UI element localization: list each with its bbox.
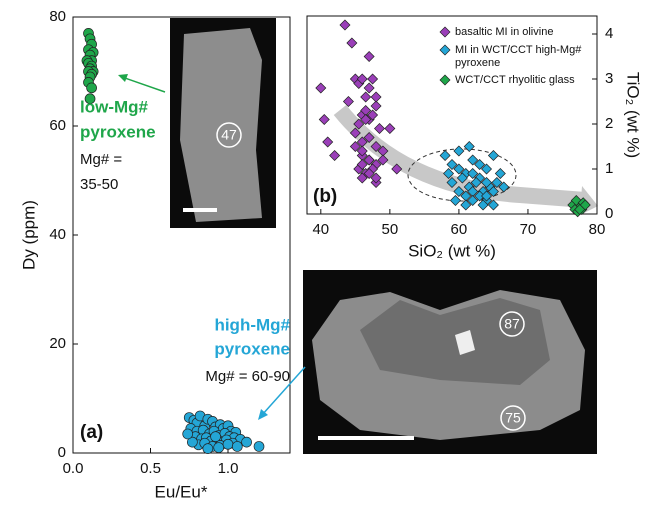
x-tick-label: 40 [312,221,329,238]
spot-label: 47 [221,127,237,143]
y-tick-label: 1 [605,160,613,177]
point [87,83,97,93]
annotation: 35-50 [80,176,118,193]
legend-entry: WCT/CCT rhyolitic glass [455,74,583,104]
y-axis-label: TiO₂ (wt %) [624,72,643,158]
x-axis-label: SiO₂ (wt %) [408,241,496,260]
x-tick-label: 1.0 [218,460,239,477]
y-tick-label: 60 [49,117,66,134]
crystal-shape [180,28,262,222]
point [242,437,252,447]
y-tick-label: 20 [49,335,66,352]
annotation: pyroxene [214,339,290,358]
x-tick-label: 0.5 [140,460,161,477]
scale-bar [318,436,414,440]
y-tick-label: 3 [605,70,613,87]
spot-label: 87 [504,316,520,332]
point [211,432,221,442]
point [203,444,213,454]
y-tick-label: 40 [49,226,66,243]
legend-label: WCT/CCT rhyolitic glass [455,74,583,87]
legend-label: MI in WCT/CCT high-Mg# pyroxene [455,44,583,70]
x-axis-label: Eu/Eu* [155,482,208,501]
y-tick-label: 2 [605,115,613,132]
x-tick-label: 0.0 [63,460,84,477]
x-tick-label: 50 [382,221,399,238]
legend-label: basaltic MI in olivine [455,26,583,39]
arrow-head [118,74,128,82]
point [232,441,242,451]
y-tick-label: 4 [605,25,613,42]
y-tick-label: 80 [49,8,66,25]
x-tick-label: 70 [520,221,537,238]
y-tick-label: 0 [605,205,613,222]
annotation: high-Mg# [214,315,290,334]
annotation: (b) [313,186,337,207]
scale-bar [183,208,217,212]
arrow [122,77,165,92]
spot-label: 75 [505,410,521,426]
legend-entry: MI in WCT/CCT high-Mg# pyroxene [455,44,583,74]
annotation: Mg# = 60-90 [205,368,290,385]
panel-b: 40 50 60 70 800 1 2 3 4 SiO₂ (wt %) TiO₂ (wt %) (b)… [307,16,643,260]
point [254,441,264,451]
x-tick-label: 60 [451,221,468,238]
point [223,439,233,449]
figure: 0.00.51.0020406080Eu/Eu*Dy (ppm)low-Mg#p… [0,0,646,507]
point [214,443,224,453]
y-tick-label: 0 [58,444,66,461]
annotation: Mg# = [80,151,122,168]
annotation: (a) [80,422,103,443]
annotation: pyroxene [80,122,156,141]
annotation: low-Mg# [80,97,149,116]
x-tick-label: 80 [589,221,606,238]
point [183,429,193,439]
y-axis-label: Dy (ppm) [19,200,38,270]
